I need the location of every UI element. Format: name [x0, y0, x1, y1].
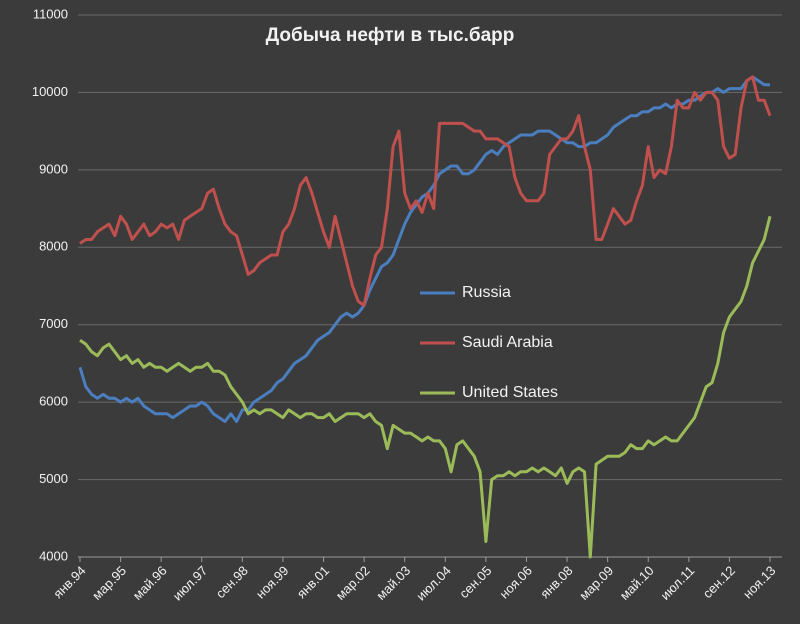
x-tick-label: ноя.06: [496, 563, 535, 602]
y-tick-label: 5000: [39, 471, 68, 486]
legend-label: United States: [462, 384, 558, 401]
y-tick-label: 7000: [39, 316, 68, 331]
x-tick-label: янв.01: [294, 563, 332, 601]
chart-title: Добыча нефти в тыс.барр: [266, 25, 515, 46]
series-line: [78, 75, 770, 423]
x-tick-label: мар.95: [89, 563, 129, 603]
x-tick-label: сен.12: [700, 563, 738, 601]
legend-label: Russia: [462, 284, 511, 301]
series-line: [79, 75, 772, 307]
legend-label: Saudi Arabia: [462, 334, 553, 351]
x-tick-label: июл.04: [413, 563, 454, 604]
x-tick-label: мар.09: [576, 563, 616, 603]
y-tick-label: 6000: [39, 394, 68, 409]
x-tick-label: янв.08: [537, 563, 575, 601]
x-tick-label: июл.97: [170, 563, 211, 604]
y-tick-label: 11000: [33, 6, 68, 21]
x-tick-label: мар.02: [333, 563, 373, 603]
y-tick-label: 8000: [39, 239, 68, 254]
x-tick-label: май.10: [617, 563, 657, 603]
y-tick-label: 10000: [32, 84, 68, 99]
x-tick-label: май.96: [130, 563, 170, 603]
y-tick-label: 4000: [39, 548, 68, 563]
x-tick-label: июл.11: [657, 563, 697, 603]
x-tick-label: ноя.13: [740, 563, 779, 602]
series-line: [79, 215, 772, 559]
x-tick-label: ноя.99: [253, 563, 292, 602]
y-tick-label: 9000: [39, 161, 68, 176]
x-tick-label: янв.94: [50, 563, 88, 601]
x-tick-label: май.03: [373, 563, 413, 603]
x-tick-label: сен.05: [456, 563, 494, 601]
x-tick-label: сен.98: [213, 563, 251, 601]
